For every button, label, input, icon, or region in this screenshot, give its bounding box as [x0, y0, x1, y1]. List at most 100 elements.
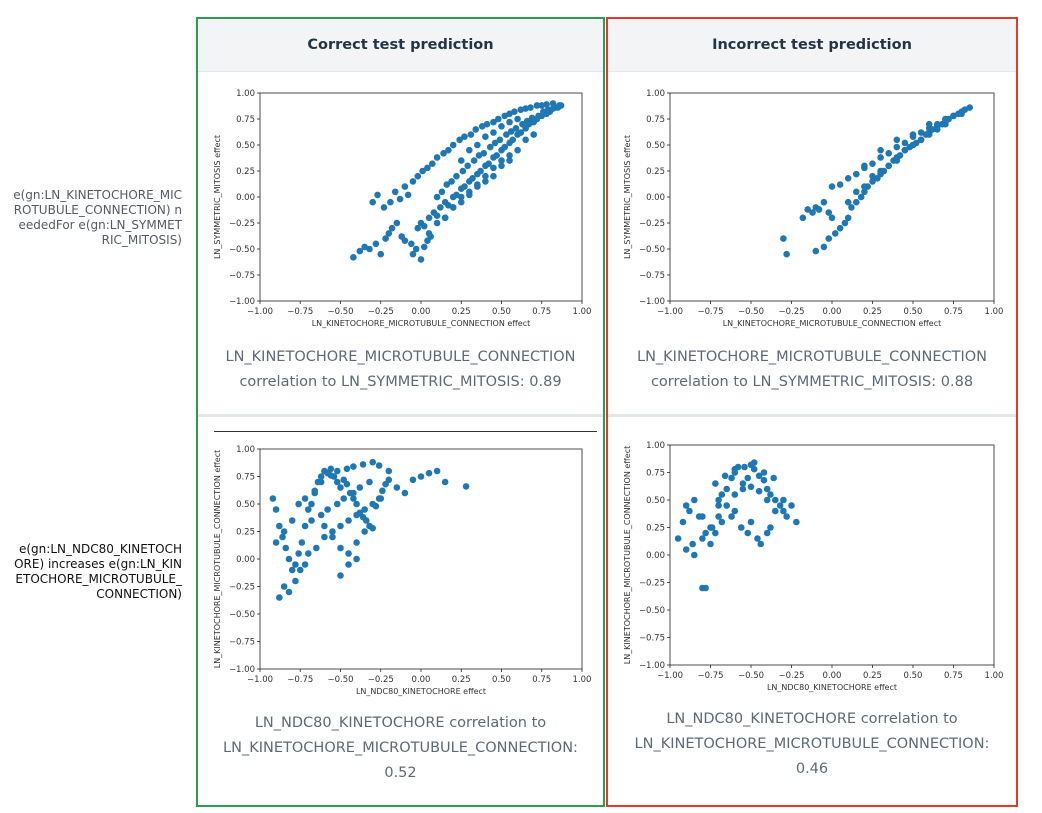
y-tick-label: −0.75	[639, 271, 665, 281]
caption-line: correlation to LN_SYMMETRIC_MITOSIS: 0.8…	[650, 374, 974, 390]
scatter-point	[512, 125, 520, 132]
scatter-point	[443, 181, 451, 188]
y-axis-label: LN_KINETOCHORE_MICROTUBULE_CONNECTION ef…	[623, 446, 632, 665]
scatter-point	[301, 522, 309, 530]
x-tick-label: 0.00	[823, 671, 842, 681]
scatter-point	[869, 172, 876, 180]
x-tick-label: 1.00	[573, 675, 592, 685]
scatter-point	[702, 584, 709, 592]
y-tick-label: −0.25	[229, 219, 255, 229]
scatter-point	[387, 198, 394, 206]
y-axis-label: LN_SYMMETRIC_MITOSIS effect	[213, 135, 222, 259]
x-tick-label: −0.25	[778, 671, 804, 681]
scatter-point	[317, 473, 325, 480]
scatter-point	[708, 524, 716, 531]
scatter-point	[308, 517, 315, 524]
x-tick-label: 0.75	[532, 675, 551, 685]
scatter-point	[466, 191, 473, 199]
scatter-point	[772, 496, 779, 504]
scatter-point	[828, 214, 836, 222]
scatter-point	[934, 126, 941, 133]
scatter-point	[731, 491, 739, 498]
scatter-point	[428, 160, 436, 168]
scatter-point	[414, 172, 422, 180]
scatter-point	[350, 254, 357, 261]
scatter-point	[353, 500, 360, 508]
scatter-point	[393, 484, 401, 491]
scatter-point	[760, 469, 768, 476]
caption-top-correct: LN_KINETOCHORE_MICROTUBULE_CONNECTION co…	[204, 345, 597, 395]
scatter-point	[369, 524, 376, 532]
scatter-point	[901, 139, 909, 147]
y-tick-label: 0.00	[236, 193, 255, 203]
scatter-point	[533, 102, 541, 109]
y-tick-label: −0.25	[229, 583, 255, 593]
scatter-point	[396, 195, 404, 203]
y-tick-label: −1.00	[229, 665, 255, 675]
scatter-point	[419, 167, 426, 175]
scatter-point	[901, 146, 909, 154]
y-tick-label: 0.00	[646, 551, 665, 561]
x-tick-label: 0.00	[412, 675, 431, 685]
scatter-point	[820, 198, 828, 206]
scatter-point	[877, 154, 884, 161]
caption-line: correlation to LN_SYMMETRIC_MITOSIS: 0.8…	[239, 374, 562, 390]
scatter-points	[269, 458, 470, 601]
scatter-point	[755, 487, 763, 495]
x-tick-label: −1.00	[247, 307, 273, 317]
scatter-point	[741, 463, 748, 471]
scatter-point	[356, 247, 364, 255]
x-axis-label: LN_KINETOCHORE_MICROTUBULE_CONNECTION ef…	[723, 319, 942, 328]
scatter-point	[361, 506, 368, 513]
scatter-point	[755, 472, 763, 480]
y-axis-label: LN_SYMMETRIC_MITOSIS effect	[623, 135, 632, 259]
scatter-point	[691, 551, 698, 559]
scatter-point	[728, 513, 735, 520]
scatter-point	[763, 529, 771, 537]
scatter-point	[350, 489, 357, 497]
x-tick-label: −1.00	[657, 307, 683, 317]
scatter-points	[780, 104, 973, 258]
scatter-point	[723, 502, 730, 509]
scatter-point	[793, 518, 800, 526]
scatter-point	[340, 495, 348, 502]
scatter-point	[715, 502, 722, 509]
scatter-point	[869, 160, 876, 168]
scatter-point	[544, 106, 552, 113]
scatter-point	[527, 104, 534, 111]
scatter-point	[483, 120, 491, 128]
scatter-point	[433, 212, 441, 220]
scatter-point	[298, 539, 306, 546]
plot-frame	[259, 448, 583, 670]
scatter-point	[780, 235, 787, 242]
scatter-point	[295, 500, 302, 508]
scatter-point	[369, 198, 376, 206]
correct-prediction-panel: Correct test prediction −1.00 −1.00 −0.75−…	[196, 17, 605, 807]
scatter-point	[707, 540, 714, 548]
scatter-point	[295, 550, 302, 557]
scatter-point	[498, 122, 505, 130]
y-tick-label: 0.75	[646, 115, 665, 125]
scatter-point	[836, 224, 844, 232]
scatter-point	[280, 528, 288, 535]
scatter-point	[372, 240, 380, 248]
scatter-point	[861, 188, 868, 196]
scatter-point	[896, 152, 904, 159]
scatter-point	[272, 539, 280, 546]
y-tick-label: 0.50	[236, 141, 255, 151]
scatter-point	[721, 472, 729, 480]
scatter-point	[453, 172, 460, 180]
scatter-point	[424, 164, 431, 172]
scatter-point	[311, 487, 319, 495]
scatter-point	[276, 594, 283, 601]
scatter-point	[269, 495, 277, 502]
scatter-point	[556, 102, 563, 109]
x-tick-label: 0.75	[944, 671, 963, 681]
scatter-point	[517, 129, 525, 136]
scatter-point	[853, 198, 860, 206]
scatter-point	[909, 131, 917, 138]
scatter-point	[305, 550, 312, 557]
scatter-point	[491, 139, 499, 147]
scatter-point	[490, 164, 497, 172]
scatter-point	[333, 500, 341, 508]
